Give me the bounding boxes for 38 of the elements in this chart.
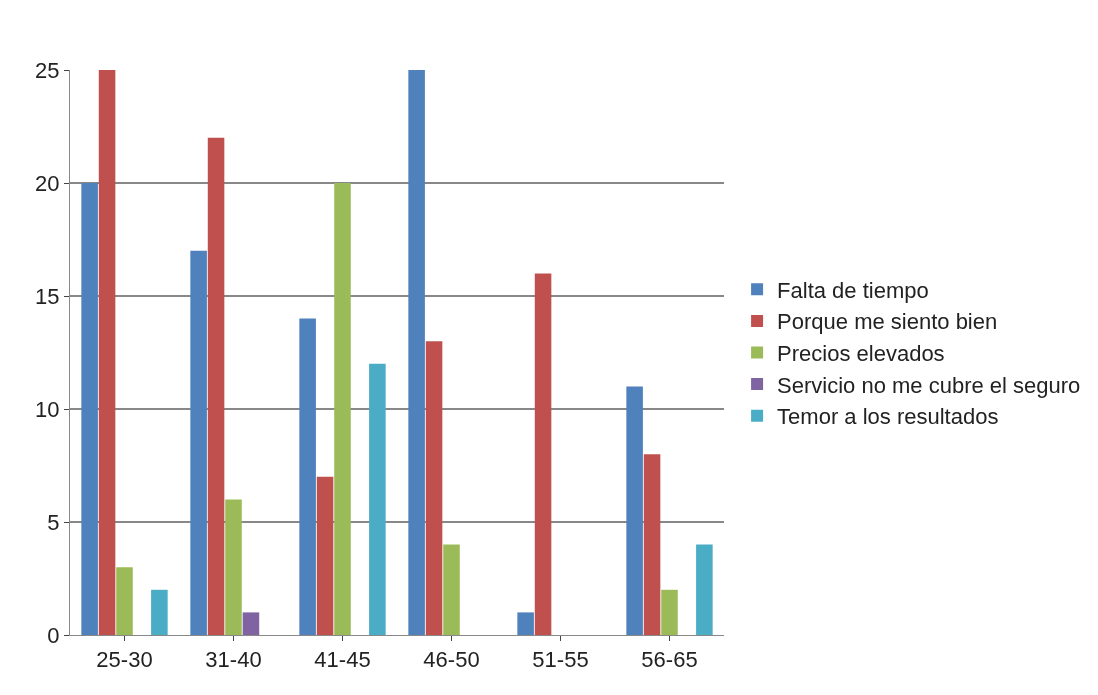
x-tick-label: 25-30	[96, 647, 153, 673]
bar	[81, 183, 98, 635]
bar	[299, 318, 316, 635]
bar	[207, 137, 225, 635]
x-tick-label: 31-40	[205, 647, 262, 673]
bar	[534, 273, 552, 635]
y-tick-label: 5	[47, 509, 60, 535]
x-tick-label: 46-50	[423, 647, 480, 673]
x-tick-label: 56-65	[641, 647, 698, 673]
bar	[408, 70, 425, 635]
bar	[116, 567, 133, 635]
y-tick-label: 10	[35, 396, 60, 422]
legend-label: Temor a los resultados	[777, 404, 999, 430]
bar	[643, 454, 661, 635]
bar	[334, 183, 351, 635]
bar	[425, 341, 443, 635]
y-tick-label: 0	[47, 622, 60, 648]
x-tick-label: 41-45	[314, 647, 371, 673]
bar	[661, 589, 678, 635]
bar	[190, 250, 207, 635]
bar	[517, 612, 534, 635]
bar	[696, 544, 713, 635]
bar	[151, 589, 168, 635]
legend-label: Servicio no me cubre el seguro	[777, 372, 1081, 398]
bar	[98, 70, 116, 635]
bar	[626, 386, 643, 635]
legend-label: Falta de tiempo	[777, 277, 929, 303]
x-tick-label: 51-55	[532, 647, 589, 673]
legend-label: Porque me siento bien	[777, 309, 998, 335]
bar	[225, 499, 242, 635]
y-tick-label: 20	[35, 170, 60, 196]
y-tick-label: 15	[35, 283, 60, 309]
bar	[369, 363, 386, 635]
y-tick-label: 25	[35, 57, 60, 83]
bar	[316, 476, 334, 635]
bar	[443, 544, 460, 635]
legend-label: Precios elevados	[777, 341, 945, 367]
bar	[242, 612, 260, 635]
